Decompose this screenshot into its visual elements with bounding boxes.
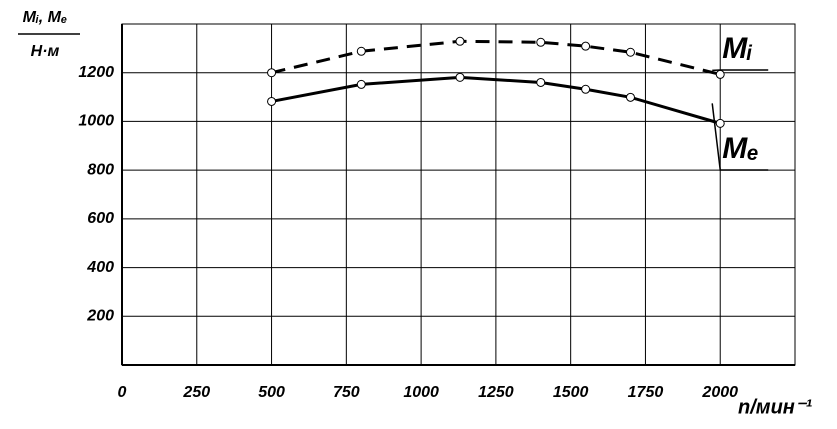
y-tick-label: 1000 <box>78 113 114 130</box>
y-tick-label: 400 <box>86 259 114 276</box>
data-point <box>625 92 635 102</box>
y-tick-label: 600 <box>87 210 114 227</box>
legend-label: Mₑ <box>722 132 759 165</box>
x-tick-label: 1000 <box>403 384 439 401</box>
data-point <box>356 79 366 89</box>
legend-leader <box>711 103 769 171</box>
y-axis-unit: Н·м <box>31 43 60 60</box>
data-point <box>267 96 277 106</box>
y-tick-label: 200 <box>86 308 114 325</box>
data-point <box>581 84 591 94</box>
data-point <box>715 69 725 79</box>
x-tick-label: 0 <box>118 384 127 401</box>
y-axis-label: Mᵢ, Mₑ <box>23 9 68 26</box>
x-tick-label: 1750 <box>628 384 664 401</box>
legend-label: Mᵢ <box>722 32 752 65</box>
x-tick-label: 1250 <box>478 384 514 401</box>
data-point <box>625 47 635 57</box>
data-point <box>267 68 277 78</box>
x-tick-label: 250 <box>182 384 210 401</box>
data-point <box>536 37 546 47</box>
y-tick-label: 800 <box>87 161 114 178</box>
data-point <box>581 41 591 51</box>
x-tick-label: 1500 <box>553 384 589 401</box>
data-point <box>356 46 366 56</box>
x-axis-label: n/мин⁻¹ <box>738 396 812 418</box>
y-tick-label: 1200 <box>78 64 114 81</box>
data-point <box>455 36 465 46</box>
x-tick-label: 2000 <box>701 384 738 401</box>
data-point <box>455 72 465 82</box>
data-point <box>715 118 725 128</box>
x-tick-label: 500 <box>258 384 285 401</box>
data-point <box>536 77 546 87</box>
x-tick-label: 750 <box>333 384 360 401</box>
